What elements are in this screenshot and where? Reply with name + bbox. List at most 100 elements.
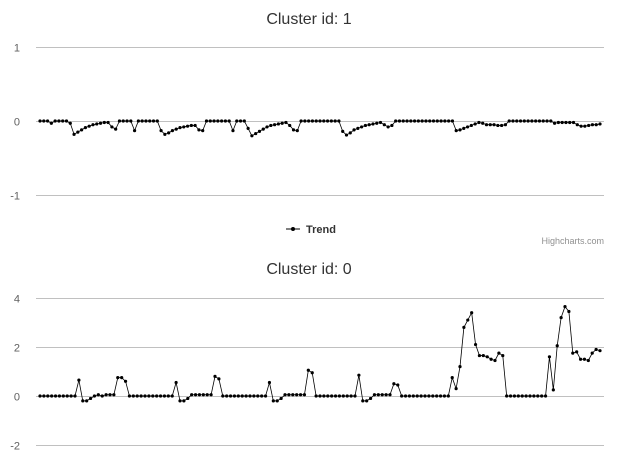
- data-point[interactable]: [466, 318, 470, 322]
- data-point[interactable]: [462, 325, 466, 329]
- data-point[interactable]: [505, 394, 509, 398]
- data-point[interactable]: [170, 129, 175, 133]
- data-point[interactable]: [213, 374, 217, 378]
- data-point[interactable]: [318, 119, 322, 123]
- data-point[interactable]: [541, 119, 545, 123]
- data-point[interactable]: [265, 125, 269, 129]
- data-point[interactable]: [424, 119, 428, 123]
- data-point[interactable]: [532, 394, 536, 398]
- data-point[interactable]: [556, 120, 560, 125]
- data-point[interactable]: [375, 121, 379, 125]
- data-point[interactable]: [240, 394, 244, 398]
- data-point[interactable]: [38, 119, 42, 123]
- data-point[interactable]: [275, 399, 279, 403]
- legend-label[interactable]: Trend: [306, 224, 336, 236]
- data-point[interactable]: [53, 119, 57, 123]
- data-point[interactable]: [201, 129, 205, 133]
- data-point[interactable]: [507, 119, 511, 123]
- data-point[interactable]: [193, 393, 198, 397]
- data-point[interactable]: [575, 123, 579, 127]
- data-point[interactable]: [204, 119, 209, 123]
- data-point[interactable]: [231, 129, 235, 133]
- data-point[interactable]: [291, 128, 296, 132]
- data-point[interactable]: [295, 393, 299, 397]
- data-point[interactable]: [65, 394, 69, 398]
- data-point[interactable]: [493, 358, 497, 363]
- data-point[interactable]: [129, 119, 133, 123]
- data-point[interactable]: [248, 394, 252, 398]
- data-point[interactable]: [555, 344, 559, 348]
- data-point[interactable]: [221, 394, 225, 398]
- data-point[interactable]: [587, 123, 591, 128]
- data-point[interactable]: [216, 119, 220, 123]
- data-point[interactable]: [511, 119, 515, 123]
- data-point[interactable]: [170, 394, 174, 398]
- data-point[interactable]: [136, 119, 140, 123]
- data-point[interactable]: [405, 119, 409, 123]
- data-point[interactable]: [337, 119, 341, 123]
- data-point[interactable]: [314, 119, 318, 123]
- data-point[interactable]: [536, 394, 540, 398]
- data-point[interactable]: [526, 119, 530, 123]
- data-point[interactable]: [477, 353, 482, 358]
- data-point[interactable]: [314, 394, 318, 398]
- data-point[interactable]: [162, 394, 167, 398]
- data-point[interactable]: [458, 128, 462, 132]
- data-point[interactable]: [158, 394, 163, 398]
- data-point[interactable]: [363, 123, 368, 128]
- data-point[interactable]: [428, 119, 432, 123]
- data-point[interactable]: [205, 393, 209, 397]
- credits-link[interactable]: Highcharts.com: [541, 236, 604, 246]
- data-point[interactable]: [372, 393, 377, 397]
- data-point[interactable]: [409, 119, 413, 123]
- data-point[interactable]: [500, 123, 504, 128]
- data-point[interactable]: [390, 123, 394, 128]
- data-point[interactable]: [186, 396, 190, 401]
- data-point[interactable]: [125, 119, 129, 123]
- data-point[interactable]: [583, 124, 587, 128]
- data-point[interactable]: [325, 119, 330, 123]
- data-point[interactable]: [49, 121, 53, 125]
- data-point[interactable]: [306, 368, 310, 372]
- data-point[interactable]: [481, 353, 485, 358]
- data-point[interactable]: [594, 347, 598, 352]
- data-point[interactable]: [443, 119, 447, 123]
- data-point[interactable]: [244, 394, 248, 398]
- data-point[interactable]: [520, 394, 524, 398]
- data-point[interactable]: [368, 396, 373, 401]
- data-point[interactable]: [477, 120, 481, 125]
- data-point[interactable]: [235, 119, 239, 123]
- data-point[interactable]: [148, 119, 152, 123]
- data-point[interactable]: [322, 119, 326, 123]
- data-point[interactable]: [64, 119, 69, 123]
- data-point[interactable]: [85, 399, 89, 403]
- data-point[interactable]: [427, 394, 431, 398]
- data-point[interactable]: [298, 393, 303, 397]
- data-point[interactable]: [567, 309, 571, 314]
- data-point[interactable]: [189, 123, 193, 128]
- data-point[interactable]: [167, 131, 171, 135]
- data-point[interactable]: [376, 393, 380, 397]
- data-point[interactable]: [450, 376, 454, 380]
- data-point[interactable]: [131, 394, 135, 398]
- data-point[interactable]: [360, 125, 364, 129]
- data-point[interactable]: [598, 349, 602, 353]
- data-point[interactable]: [57, 119, 61, 123]
- data-point[interactable]: [163, 132, 167, 136]
- data-point[interactable]: [140, 119, 144, 123]
- data-point[interactable]: [545, 119, 549, 123]
- data-point[interactable]: [77, 378, 81, 382]
- data-point[interactable]: [295, 129, 299, 133]
- data-point[interactable]: [435, 394, 439, 398]
- data-point[interactable]: [46, 394, 50, 398]
- data-point[interactable]: [586, 358, 590, 363]
- data-point[interactable]: [223, 119, 228, 123]
- data-point[interactable]: [378, 120, 383, 125]
- data-point[interactable]: [357, 373, 361, 377]
- data-point[interactable]: [394, 119, 398, 123]
- data-point[interactable]: [396, 383, 400, 387]
- data-point[interactable]: [438, 394, 443, 398]
- data-point[interactable]: [590, 123, 595, 127]
- data-point[interactable]: [397, 119, 402, 123]
- data-point[interactable]: [481, 121, 485, 125]
